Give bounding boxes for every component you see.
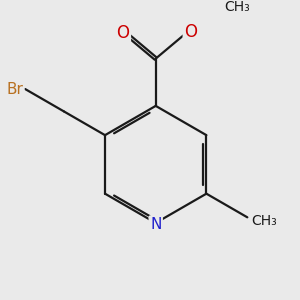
Text: N: N [150,217,161,232]
Text: O: O [116,24,129,42]
Text: CH₃: CH₃ [251,214,277,228]
Text: CH₃: CH₃ [224,0,250,14]
Text: O: O [184,23,197,41]
Text: Br: Br [6,82,23,97]
